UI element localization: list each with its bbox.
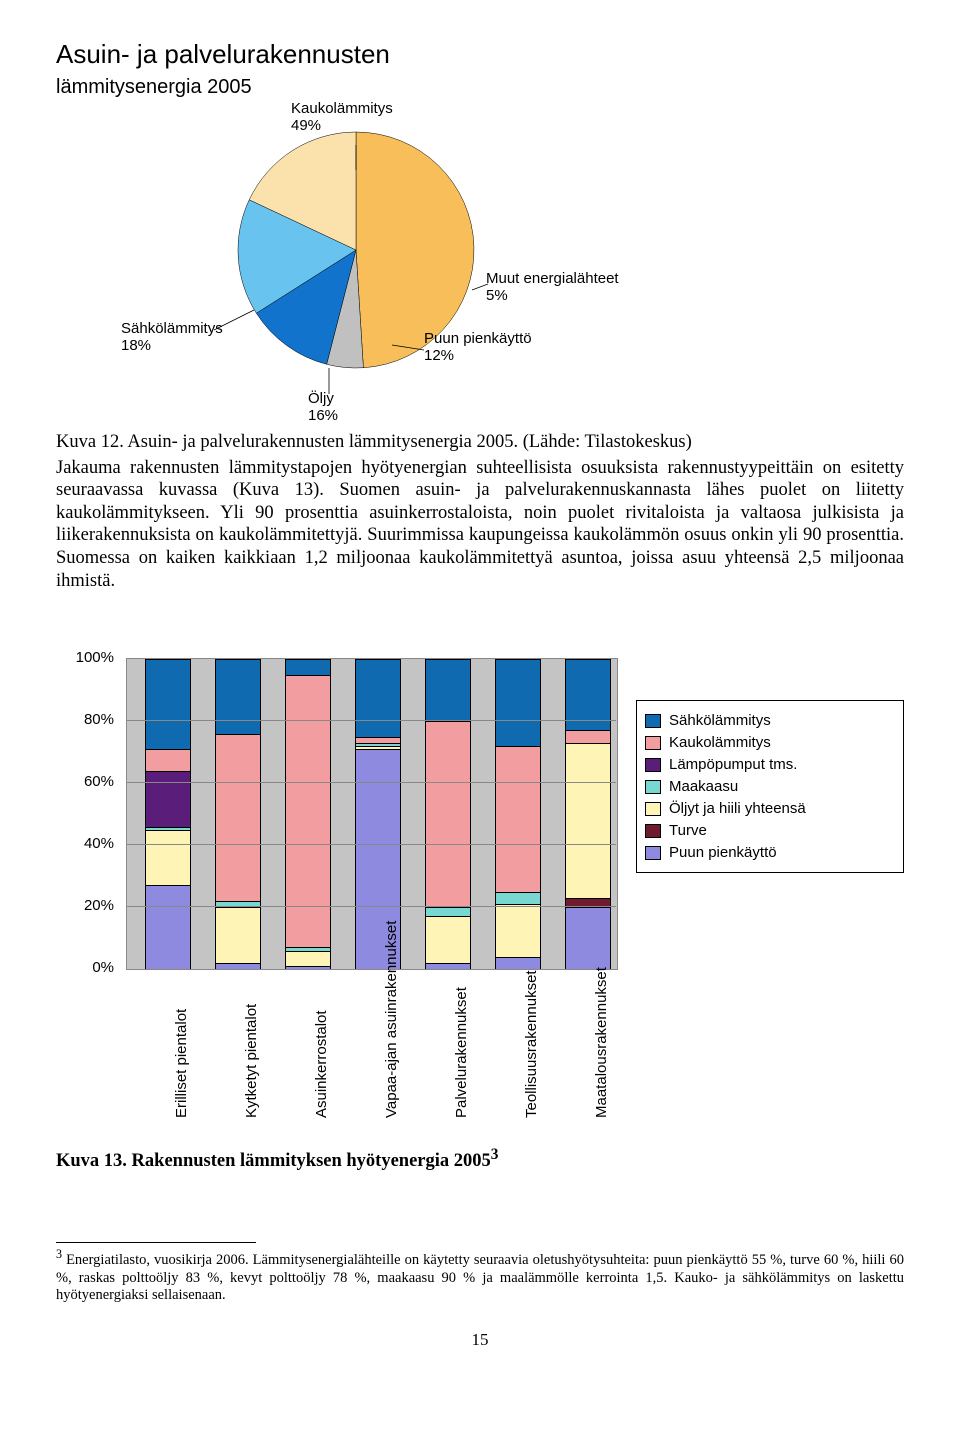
legend-item: Lämpöpumput tms. (645, 756, 895, 773)
legend-swatch (645, 736, 661, 750)
page-number: 15 (56, 1330, 904, 1350)
bar-segment (146, 749, 190, 771)
gridline (126, 720, 616, 721)
chart-legend: Sähkölämmitys Kaukolämmitys Lämpöpumput tm… (636, 700, 904, 873)
bar-segment (566, 743, 610, 898)
legend-item: Öljyt ja hiili yhteensä (645, 800, 895, 817)
legend-swatch (645, 824, 661, 838)
legend-swatch (645, 780, 661, 794)
gridline (126, 782, 616, 783)
bar-segment (566, 730, 610, 742)
pie-title-line1: Asuin- ja palvelurakennusten (56, 39, 390, 69)
bar-segment (216, 907, 260, 963)
bar-segment (216, 734, 260, 901)
legend-item: Puun pienkäyttö (645, 844, 895, 861)
legend-item: Turve (645, 822, 895, 839)
stacked-bar (495, 659, 541, 969)
legend-swatch (645, 758, 661, 772)
bar-segment (426, 907, 470, 916)
plot-area (126, 658, 618, 970)
stacked-bar (285, 659, 331, 969)
bar-segment (496, 746, 540, 892)
bar-segment (286, 659, 330, 675)
bar-segment (286, 966, 330, 969)
footnote-body: Energiatilasto, vuosikirja 2006. Lämmity… (56, 1252, 904, 1303)
y-tick-label: 80% (84, 711, 114, 728)
bar-segment (496, 659, 540, 746)
bar-segment (566, 907, 610, 969)
caption1-prefix: Kuva 12. (56, 432, 124, 452)
legend-label: Sähkölämmitys (669, 712, 771, 729)
legend-label: Lämpöpumput tms. (669, 756, 797, 773)
legend-item: Kaukolämmitys (645, 734, 895, 751)
pie-chart-title: Asuin- ja palvelurakennusten lämmitysene… (56, 40, 904, 100)
x-category-label: Teollisuusrakennukset (523, 971, 540, 1119)
x-category-label: Erilliset pientalot (173, 1009, 190, 1118)
y-tick-label: 0% (92, 959, 114, 976)
caption2-text: Kuva 13. Rakennusten lämmityksen hyötyen… (56, 1151, 491, 1171)
bar-segment (146, 659, 190, 749)
y-tick-label: 100% (76, 649, 114, 666)
body-paragraph: Jakauma rakennusten lämmitystapojen hyöt… (56, 457, 904, 592)
bar-segment (426, 659, 470, 721)
bar-segment (496, 892, 540, 904)
legend-swatch (645, 802, 661, 816)
bar-segment (496, 957, 540, 969)
y-tick-label: 60% (84, 773, 114, 790)
footnote-text: 3 Energiatilasto, vuosikirja 2006. Lämmi… (56, 1247, 904, 1304)
x-category-label: Kytketyt pientalot (243, 1004, 260, 1118)
legend-swatch (645, 846, 661, 860)
x-category-label: Palvelurakennukset (453, 987, 470, 1118)
legend-label: Maakaasu (669, 778, 738, 795)
caption2-sup: 3 (491, 1146, 499, 1163)
legend-swatch (645, 714, 661, 728)
bar-segment (216, 659, 260, 733)
figure-13-caption: Kuva 13. Rakennusten lämmityksen hyötyen… (56, 1146, 904, 1172)
pie-title-line2: lämmitysenergia 2005 (56, 76, 252, 98)
bar-segment (496, 904, 540, 957)
y-tick-label: 20% (84, 897, 114, 914)
pie-slice-label: Kaukolämmitys49% (291, 100, 393, 135)
figure-12-caption: Kuva 12. Asuin- ja palvelurakennusten lä… (56, 432, 904, 453)
legend-label: Puun pienkäyttö (669, 844, 777, 861)
gridline (126, 844, 616, 845)
bar-segment (146, 885, 190, 969)
x-category-label: Maatalousrakennukset (593, 967, 610, 1118)
stacked-bar (425, 659, 471, 969)
bar-segment (356, 659, 400, 737)
pie-chart: Kaukolämmitys49% Muut energialähteet5% Puu… (56, 100, 656, 430)
bar-segment (426, 916, 470, 963)
pie-slice-label: Muut energialähteet5% (486, 270, 619, 305)
bar-segment (146, 771, 190, 827)
bar-segment (216, 963, 260, 969)
footnote-separator (56, 1242, 256, 1243)
pie-slice-label: Puun pienkäyttö12% (424, 330, 532, 365)
gridline (126, 906, 616, 907)
stacked-bar (565, 659, 611, 969)
bar-segment (426, 963, 470, 969)
y-tick-label: 40% (84, 835, 114, 852)
legend-item: Maakaasu (645, 778, 895, 795)
x-category-label: Vapaa-ajan asuinrakennukset (383, 921, 400, 1118)
bar-segment (146, 830, 190, 886)
legend-item: Sähkölämmitys (645, 712, 895, 729)
stacked-bar-chart: 100% 80% 60% 40% 20% 0% Erilliset pientalot Ky… (56, 648, 896, 1128)
stacked-bar (145, 659, 191, 969)
pie-slice-label: Öljy16% (308, 390, 338, 425)
legend-label: Kaukolämmitys (669, 734, 771, 751)
legend-label: Turve (669, 822, 707, 839)
caption1-rest: Asuin- ja palvelurakennusten lämmitysene… (124, 432, 692, 452)
stacked-bar (215, 659, 261, 969)
legend-label: Öljyt ja hiili yhteensä (669, 800, 806, 817)
pie-slice-label: Sähkölämmitys18% (121, 320, 223, 355)
x-category-label: Asuinkerrostalot (313, 1011, 330, 1119)
bar-segment (286, 951, 330, 967)
bar-segment (426, 721, 470, 907)
